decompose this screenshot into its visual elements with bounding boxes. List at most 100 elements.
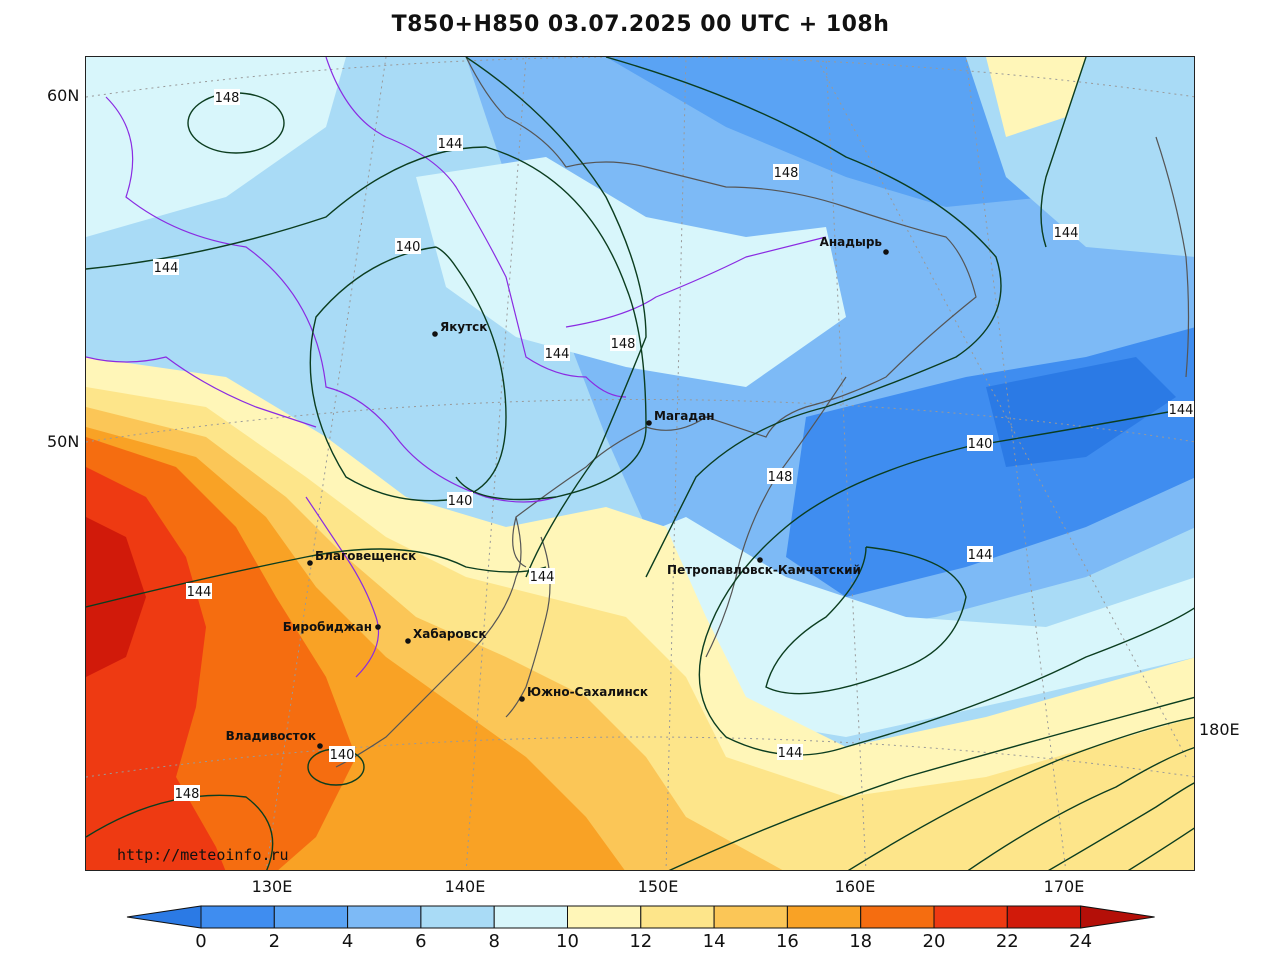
city-dot xyxy=(646,420,652,426)
temp-zone-10-12 xyxy=(416,157,846,387)
colorbar-cell xyxy=(347,905,422,929)
contour-label: 140 xyxy=(329,746,355,763)
colorbar-cell xyxy=(273,905,349,929)
contour-label: 144 xyxy=(777,744,803,761)
contour-148-south-west xyxy=(86,794,274,870)
coastlines xyxy=(335,57,1190,768)
svg-text:144: 144 xyxy=(438,137,463,152)
contour-144-north xyxy=(86,146,647,501)
colorbar-tick-label: 12 xyxy=(629,931,653,952)
city-dot xyxy=(432,331,438,337)
colorbar-cell xyxy=(713,905,788,929)
contour-labels: 148 144 140 144 144 148 148 144 144 140 140 144 148 1… xyxy=(153,89,1194,802)
svg-text:148: 148 xyxy=(215,91,240,106)
city-dot xyxy=(375,624,381,630)
city-dot xyxy=(883,249,889,255)
colorbar-cell xyxy=(420,905,495,929)
colorbar-cell xyxy=(786,905,862,929)
city-dot xyxy=(405,638,411,644)
colorbar-tick-label: 0 xyxy=(195,931,207,952)
city-marker: Хабаровск xyxy=(405,627,487,644)
contour-148-east xyxy=(605,57,1002,578)
map-title: T850+H850 03.07.2025 00 UTC + 108h xyxy=(391,12,890,37)
colorbar-tick-label: 8 xyxy=(488,931,500,952)
contour-label: 144 xyxy=(186,583,212,600)
svg-text:140: 140 xyxy=(396,240,421,255)
website-watermark: http://meteoinfo.ru xyxy=(117,846,289,864)
height-contours xyxy=(86,57,1194,870)
borders xyxy=(86,57,827,678)
svg-text:144: 144 xyxy=(530,570,555,585)
colorbar-min-arrow xyxy=(126,905,202,929)
city-dot xyxy=(317,743,323,749)
svg-text:144: 144 xyxy=(187,585,212,600)
city-marker: Южно-Сахалинск xyxy=(519,685,648,702)
city-marker: Магадан xyxy=(646,409,715,426)
city-marker: Якутск xyxy=(432,320,487,337)
contour-warm-1 xyxy=(668,696,1194,870)
city-label: Благовещенск xyxy=(315,549,416,563)
colorbar-max-arrow xyxy=(1080,905,1155,929)
contour-label: 148 xyxy=(214,89,240,106)
city-marker: Анадырь xyxy=(820,235,889,255)
colorbar-cell xyxy=(933,905,1008,929)
contour-label: 148 xyxy=(767,468,793,485)
city-marker: Благовещенск xyxy=(307,549,416,566)
colorbar-tick-label: 22 xyxy=(995,931,1019,952)
city-label: Южно-Сахалинск xyxy=(527,685,648,699)
contour-label: 144 xyxy=(1053,224,1079,241)
city-label: Петропавловск-Камчатский xyxy=(667,563,861,577)
lon-label-140e: 140E xyxy=(444,877,486,896)
lon-label-130e: 130E xyxy=(251,877,293,896)
contour-warm-2 xyxy=(847,716,1194,870)
lat-label-60n: 60N xyxy=(47,86,80,105)
colorbar-cell xyxy=(1006,905,1082,929)
svg-text:144: 144 xyxy=(1054,226,1079,241)
lon-label-160e: 160E xyxy=(834,877,876,896)
colorbar-cell xyxy=(567,905,642,929)
lon-label-150e: 150E xyxy=(637,877,679,896)
svg-text:144: 144 xyxy=(154,261,179,276)
svg-text:140: 140 xyxy=(330,748,355,763)
contour-label: 144 xyxy=(1168,401,1194,418)
cities: Якутск Магадан Анадырь Петропавловск-Камчат… xyxy=(226,235,889,749)
contour-warm-3 xyxy=(967,746,1194,870)
contour-label: 148 xyxy=(610,335,636,352)
map-svg: 148 144 140 144 144 148 148 144 144 140 140 144 148 1… xyxy=(86,57,1194,870)
city-label: Якутск xyxy=(440,320,487,334)
contour-144-pacific xyxy=(698,406,1194,756)
city-label: Анадырь xyxy=(820,235,883,249)
temp-zone-0-2 xyxy=(986,357,1176,467)
svg-text:148: 148 xyxy=(175,787,200,802)
contour-label: 140 xyxy=(395,238,421,255)
contour-label: 144 xyxy=(529,568,555,585)
contour-144-south xyxy=(86,548,547,608)
contour-label: 144 xyxy=(967,546,993,563)
contour-label: 144 xyxy=(544,345,570,362)
contour-label: 148 xyxy=(174,785,200,802)
colorbar-cell xyxy=(640,905,715,929)
city-label: Магадан xyxy=(654,409,715,423)
svg-text:144: 144 xyxy=(1169,403,1194,418)
colorbar-tick-label: 16 xyxy=(775,931,799,952)
contour-label: 144 xyxy=(153,259,179,276)
contour-140-pacific xyxy=(765,546,967,695)
colorbar-tick-label: 2 xyxy=(268,931,281,952)
city-marker: Владивосток xyxy=(226,729,323,749)
map-canvas: 148 144 140 144 144 148 148 144 144 140 140 144 148 1… xyxy=(85,56,1195,871)
contour-label: 148 xyxy=(773,164,799,181)
contour-144-chukotka xyxy=(1040,57,1087,248)
svg-text:144: 144 xyxy=(968,548,993,563)
svg-text:148: 148 xyxy=(774,166,799,181)
svg-text:144: 144 xyxy=(545,347,570,362)
svg-text:140: 140 xyxy=(448,494,473,509)
contour-label: 140 xyxy=(967,435,993,452)
city-dot xyxy=(307,560,313,566)
graticule xyxy=(86,57,1194,870)
colorbar-cell xyxy=(493,905,569,929)
contour-140-yakutsk xyxy=(309,246,507,502)
city-label: Владивосток xyxy=(226,729,316,743)
colorbar-tick-label: 4 xyxy=(341,931,354,952)
contour-warm-4 xyxy=(1048,782,1194,870)
temp-zone-10-12-west xyxy=(86,57,346,237)
